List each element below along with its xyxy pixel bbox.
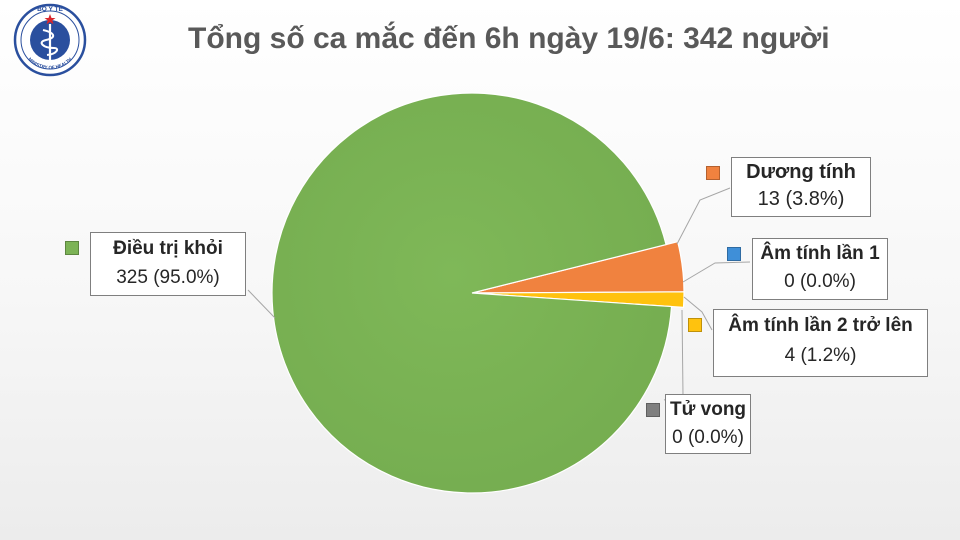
- label-value: 0 (0.0%): [672, 427, 744, 448]
- chart-title: Tổng số ca mắc đến 6h ngày 19/6: 342 ngư…: [188, 22, 830, 55]
- label-name: Âm tính lần 2 trở lên: [728, 315, 913, 336]
- label-value: 0 (0.0%): [784, 271, 856, 292]
- legend-key-am-tinh-lan-1: [727, 247, 741, 261]
- leader-line-2: [682, 261, 751, 283]
- legend-key-tu-vong: [646, 403, 660, 417]
- label-value: 13 (3.8%): [757, 188, 845, 210]
- legend-key-am-tinh-lan-2-tro-len: [688, 318, 702, 332]
- label-name: Âm tính lần 1: [760, 243, 880, 264]
- label-name: Điều trị khỏi: [113, 238, 223, 259]
- data-label-am-tinh-lan-1: Âm tính lần 1 0 (0.0%): [727, 238, 888, 300]
- pie-slices: [271, 92, 685, 494]
- leader-line-1: [676, 187, 731, 245]
- legend-key-duong-tinh: [706, 166, 720, 180]
- data-label-dieu-tri-khoi: Điều trị khỏi 325 (95.0%): [65, 232, 246, 296]
- pie-slice-0: [271, 92, 673, 494]
- data-label-am-tinh-lan-2-tro-len: Âm tính lần 2 trở lên 4 (1.2%): [688, 309, 928, 377]
- data-label-duong-tinh: Dương tính 13 (3.8%): [706, 157, 871, 217]
- legend-key-dieu-tri-khoi: [65, 241, 79, 255]
- data-label-tu-vong: Tử vong 0 (0.0%): [646, 394, 751, 454]
- leader-line-0: [247, 289, 276, 319]
- label-value: 325 (95.0%): [116, 267, 220, 288]
- logo-top-text: BỘ Y TẾ: [37, 3, 63, 13]
- ministry-of-health-logo: BỘ Y TẾ MINISTRY OF HEALTH: [13, 3, 87, 77]
- label-value: 4 (1.2%): [784, 345, 857, 366]
- label-name: Tử vong: [670, 399, 747, 420]
- leader-line-3: [683, 296, 713, 331]
- label-name: Dương tính: [746, 161, 856, 183]
